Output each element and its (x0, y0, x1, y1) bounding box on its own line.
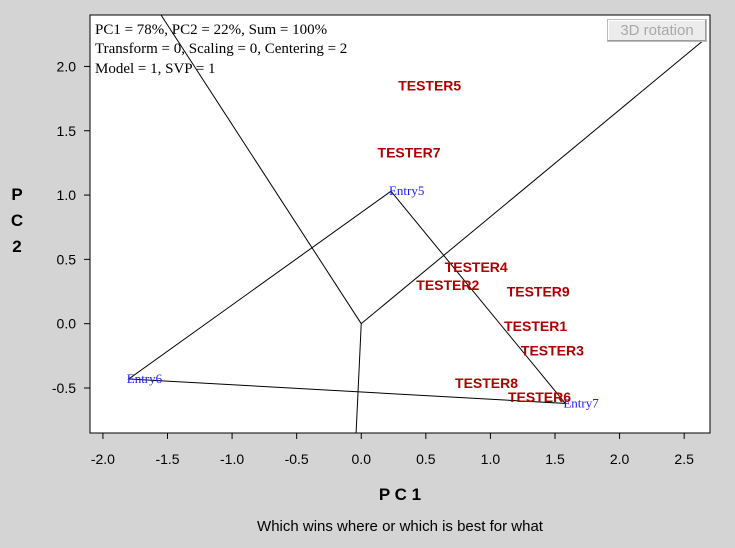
entry-label-entry6: Entry6 (127, 371, 163, 386)
tester-labels: TESTER5 TESTER7 TESTER4 TESTER2 TESTER9 TESTE… (378, 78, 585, 405)
tester-label-tester2: TESTER2 (416, 277, 479, 293)
sector-ray (355, 323, 362, 434)
y-axis-ticks: -0.5 0.0 0.5 1.0 1.5 2.0 (52, 58, 90, 396)
y-tick-label: 0.5 (57, 251, 77, 267)
tester-label-tester5: TESTER5 (398, 78, 461, 94)
x-tick-label: 2.0 (610, 451, 630, 467)
info-line-3: Model = 1, SVP = 1 (95, 61, 216, 77)
x-tick-label: -0.5 (285, 451, 309, 467)
info-line-1: PC1 = 78%, PC2 = 22%, Sum = 100% (95, 22, 327, 38)
x-tick-label: 1.0 (481, 451, 501, 467)
3d-rotation-button[interactable]: 3D rotation (607, 19, 707, 42)
entry-label-entry7: Entry7 (563, 395, 599, 410)
sector-rays (160, 14, 707, 434)
x-tick-label: -1.5 (155, 451, 179, 467)
tester-label-tester8: TESTER8 (455, 375, 518, 391)
convex-hull-polygon (127, 190, 567, 404)
chart-caption: Which wins where or which is best for wh… (257, 518, 544, 535)
x-tick-label: 1.5 (545, 451, 565, 467)
tester-label-tester7: TESTER7 (378, 145, 441, 161)
x-axis-title: P C 1 (379, 485, 421, 504)
x-tick-label: 0.0 (352, 451, 372, 467)
tester-label-tester1: TESTER1 (504, 318, 567, 334)
y-tick-label: -0.5 (52, 380, 76, 396)
entry-label-entry5: Entry5 (389, 183, 424, 198)
entry-labels: Entry5 Entry6 Entry7 (127, 183, 599, 410)
sector-ray (160, 14, 362, 324)
tester-label-tester4: TESTER4 (445, 259, 508, 275)
tester-label-tester3: TESTER3 (521, 343, 584, 359)
x-tick-label: -2.0 (91, 451, 115, 467)
tester-label-tester6: TESTER6 (508, 389, 571, 405)
plot-area (89, 14, 711, 434)
polygon-outline (127, 190, 567, 404)
info-line-2: Transform = 0, Scaling = 0, Centering = … (95, 41, 347, 57)
y-tick-label: 0.0 (57, 316, 77, 332)
sector-ray (360, 37, 707, 325)
x-tick-label: -1.0 (220, 451, 244, 467)
y-tick-label: 1.5 (57, 123, 77, 139)
tester-label-tester9: TESTER9 (507, 284, 570, 300)
x-tick-label: 0.5 (416, 451, 436, 467)
y-tick-label: 2.0 (57, 58, 77, 74)
y-tick-label: 1.0 (57, 187, 77, 203)
x-axis-ticks: -2.0 -1.5 -1.0 -0.5 0.0 0.5 1.0 1.5 2.0 2.5 (91, 433, 694, 467)
x-tick-label: 2.5 (674, 451, 694, 467)
